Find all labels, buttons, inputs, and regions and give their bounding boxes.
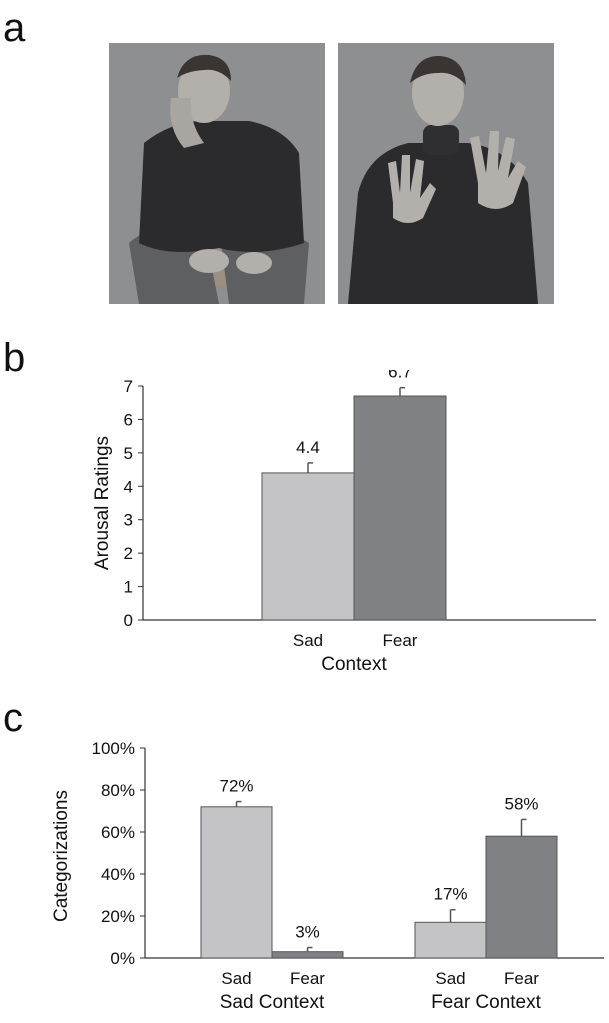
- categorizations-chart: 0% 20% 40% 60% 80% 100% 72% Sad 3% Fear Sad Contex…: [51, 739, 604, 1013]
- y-tick-label: 40%: [101, 865, 135, 884]
- group-label: Sad Context: [220, 992, 325, 1013]
- y-axis-title: Categorizations: [51, 790, 72, 922]
- y-axis-title: Arousal Ratings: [92, 436, 113, 570]
- data-label: 58%: [504, 794, 538, 813]
- bar-fear-context-fear: [485, 835, 558, 959]
- y-tick-label: 2: [124, 544, 133, 563]
- fear-pose-photo: [338, 43, 554, 304]
- bar-fear: [353, 395, 447, 621]
- data-label: 72%: [219, 777, 253, 796]
- panel-letter-c: c: [3, 696, 23, 740]
- bar-sad: [261, 472, 355, 621]
- y-tick-label: 60%: [101, 823, 135, 842]
- y-tick-label: 1: [124, 578, 133, 597]
- bar-sad-context-fear: [271, 951, 344, 959]
- group-label: Fear Context: [431, 992, 542, 1013]
- bar-fear-context-sad: [414, 921, 487, 959]
- y-tick-label: 6: [124, 410, 133, 429]
- data-label: 3%: [295, 923, 320, 942]
- y-tick-label: 0: [124, 611, 133, 630]
- data-label: 6.7: [388, 370, 412, 382]
- y-tick-label: 7: [124, 377, 133, 396]
- y-tick-label: 100%: [92, 739, 135, 758]
- y-tick-label: 4: [124, 477, 133, 496]
- bar-sad-context-sad: [200, 806, 273, 959]
- y-tick-label: 5: [124, 444, 133, 463]
- x-tick-label: Sad: [293, 631, 323, 650]
- arousal-ratings-chart: 0 1 2 3 4 5 6 7 4.4 Sad 6.7 Fear Context Arousal Rati…: [92, 370, 596, 675]
- data-label: 17%: [433, 885, 467, 904]
- x-tick-label: Fear: [504, 969, 539, 988]
- x-tick-label: Fear: [290, 969, 325, 988]
- sad-pose-photo: [109, 43, 325, 304]
- y-tick-label: 80%: [101, 781, 135, 800]
- x-tick-label: Fear: [383, 631, 418, 650]
- x-axis-title: Context: [321, 654, 387, 675]
- data-label: 4.4: [296, 438, 320, 457]
- panel-letter-b: b: [3, 336, 26, 380]
- panel-letter-a: a: [3, 6, 26, 50]
- x-tick-label: Sad: [435, 969, 465, 988]
- x-tick-label: Sad: [221, 969, 251, 988]
- y-tick-label: 3: [124, 511, 133, 530]
- y-tick-label: 0%: [110, 949, 135, 968]
- y-tick-label: 20%: [101, 907, 135, 926]
